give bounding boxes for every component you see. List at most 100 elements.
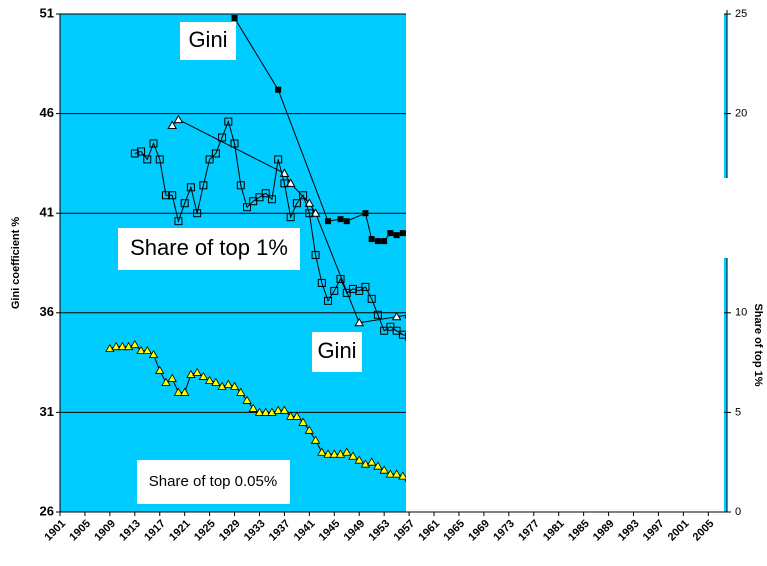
- marker: [111, 341, 121, 351]
- y2-tick-label: 5: [735, 406, 741, 418]
- marker: [391, 311, 402, 321]
- marker: [379, 465, 389, 474]
- marker: [337, 216, 344, 223]
- series: [231, 14, 413, 245]
- marker: [161, 191, 170, 200]
- marker: [211, 377, 221, 386]
- marker: [149, 139, 158, 148]
- annotation: Share of top 0.05%: [149, 473, 277, 490]
- x-tick-label: 1977: [516, 518, 542, 544]
- marker: [348, 284, 357, 293]
- x-tick-label: 1949: [342, 518, 368, 544]
- marker: [148, 349, 159, 359]
- marker: [361, 282, 370, 291]
- marker: [179, 387, 190, 396]
- marker: [387, 230, 394, 237]
- marker: [399, 230, 406, 237]
- marker: [325, 218, 332, 225]
- marker: [267, 195, 276, 204]
- marker: [248, 403, 258, 412]
- marker: [329, 449, 339, 458]
- marker: [211, 149, 220, 158]
- x-tick-label: 1917: [142, 518, 168, 544]
- x-tick-label: 1953: [367, 518, 393, 544]
- marker: [198, 371, 209, 380]
- y-axis-label: Gini coefficient %: [10, 217, 22, 310]
- overlay-box: [718, 178, 734, 258]
- x-tick-label: 1965: [441, 518, 467, 544]
- x-tick-label: 1969: [466, 518, 492, 544]
- x-tick-label: 1973: [491, 518, 517, 544]
- marker: [311, 251, 320, 260]
- marker: [292, 199, 301, 208]
- marker: [374, 238, 381, 245]
- marker: [242, 395, 252, 404]
- x-tick-label: 1921: [167, 518, 193, 544]
- y-tick-label: 36: [40, 304, 54, 319]
- marker: [279, 405, 290, 414]
- marker: [292, 411, 302, 420]
- y2-tick-label: 10: [735, 307, 747, 319]
- marker: [142, 345, 152, 355]
- marker: [304, 425, 315, 434]
- x-tick-label: 1937: [267, 518, 293, 544]
- x-tick-label: 1961: [416, 518, 442, 544]
- x-tick-label: 1997: [641, 518, 667, 544]
- series: [105, 339, 414, 482]
- y-tick-label: 46: [40, 105, 54, 120]
- marker: [229, 381, 240, 390]
- marker: [373, 310, 382, 319]
- x-tick-label: 1945: [317, 518, 343, 544]
- marker: [317, 278, 326, 287]
- marker: [199, 181, 208, 190]
- marker: [385, 469, 396, 478]
- marker: [398, 471, 408, 480]
- y-tick-label: 31: [40, 404, 54, 419]
- marker: [218, 133, 227, 142]
- marker: [274, 155, 283, 164]
- marker: [324, 296, 333, 305]
- overlay-box: [406, 8, 724, 512]
- x-tick-label: 1989: [591, 518, 617, 544]
- x-tick-label: 1913: [117, 518, 143, 544]
- marker: [323, 449, 333, 458]
- annotation-box: [137, 460, 290, 504]
- marker: [155, 155, 164, 164]
- marker: [167, 120, 178, 130]
- marker: [117, 341, 128, 351]
- annotation: Gini: [188, 27, 227, 52]
- marker: [236, 181, 245, 190]
- annotation-box: [180, 22, 236, 60]
- marker: [285, 411, 296, 420]
- marker: [305, 209, 314, 218]
- marker: [143, 155, 152, 164]
- marker: [362, 210, 369, 217]
- annotation-box: [118, 228, 300, 270]
- marker: [280, 179, 289, 188]
- marker: [286, 213, 295, 222]
- marker: [373, 461, 383, 470]
- y-tick-label: 51: [40, 5, 54, 20]
- marker: [137, 147, 146, 156]
- marker: [173, 387, 184, 396]
- y-tick-label: 26: [40, 503, 54, 518]
- marker: [161, 377, 171, 386]
- marker: [348, 451, 358, 460]
- marker: [174, 217, 183, 226]
- marker: [366, 457, 377, 466]
- marker: [368, 236, 375, 243]
- marker: [336, 274, 345, 283]
- marker: [236, 387, 246, 396]
- marker: [354, 317, 365, 327]
- marker: [192, 367, 202, 376]
- y-tick-label: 41: [40, 205, 54, 220]
- marker: [285, 178, 296, 187]
- x-tick-label: 1933: [242, 518, 268, 544]
- x-tick-label: 1929: [217, 518, 243, 544]
- x-tick-label: 1981: [541, 518, 567, 544]
- x-tick-label: 1905: [67, 518, 93, 544]
- x-tick-label: 1901: [42, 518, 68, 544]
- marker: [381, 238, 388, 245]
- x-tick-label: 2005: [691, 518, 717, 544]
